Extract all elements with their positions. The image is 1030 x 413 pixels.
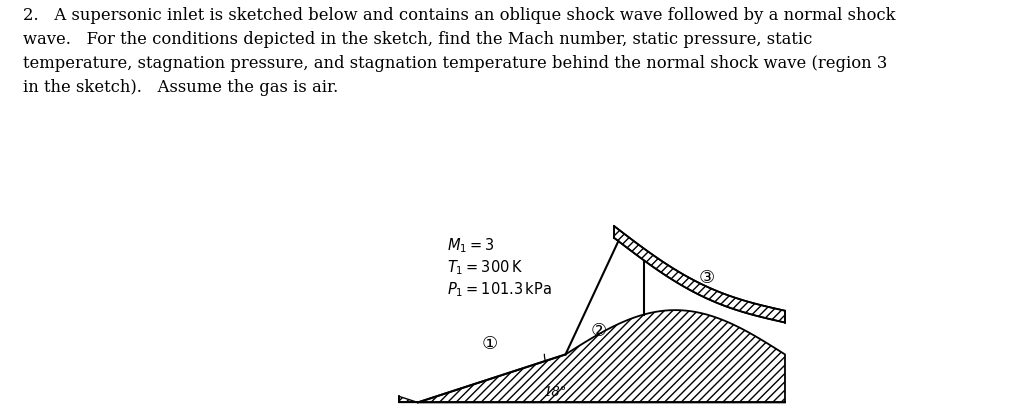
Text: ②: ② — [590, 322, 607, 339]
Text: ③: ③ — [698, 268, 715, 286]
Text: ①: ① — [481, 335, 497, 353]
Polygon shape — [614, 226, 785, 323]
Text: 2.   A supersonic inlet is sketched below and contains an oblique shock wave fol: 2. A supersonic inlet is sketched below … — [23, 7, 895, 96]
Text: 18°: 18° — [543, 385, 567, 398]
Text: $T_1 = 300\,\mathrm{K}$: $T_1 = 300\,\mathrm{K}$ — [447, 258, 523, 277]
Polygon shape — [418, 311, 785, 403]
Text: $P_1 = 101.3\,\mathrm{kPa}$: $P_1 = 101.3\,\mathrm{kPa}$ — [447, 280, 552, 299]
Polygon shape — [399, 396, 418, 403]
Text: $M_1 = 3$: $M_1 = 3$ — [447, 236, 494, 255]
